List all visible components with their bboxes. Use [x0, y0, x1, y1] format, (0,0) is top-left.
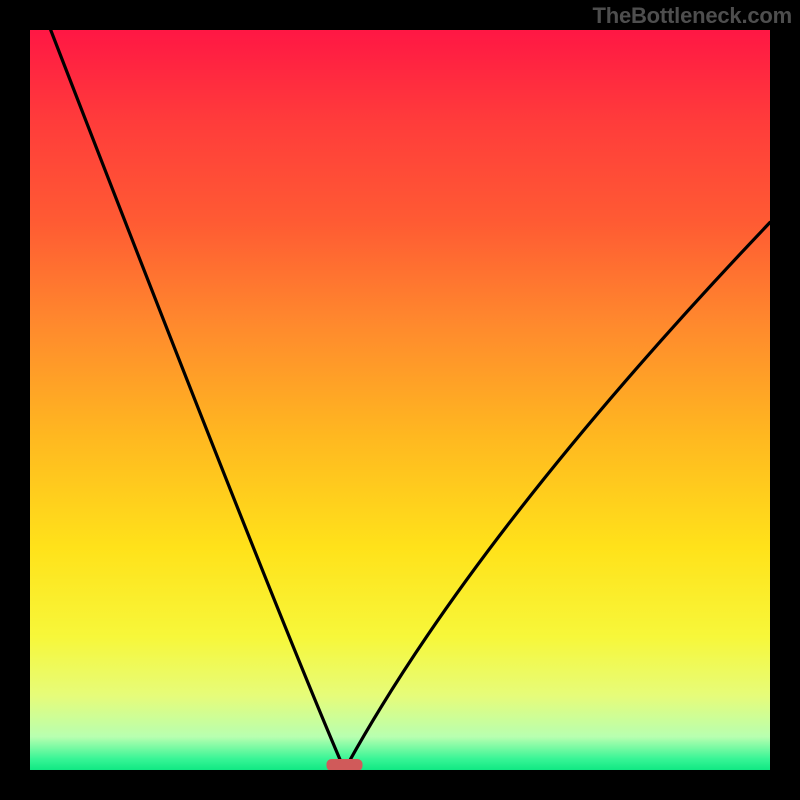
chart-svg: [30, 30, 770, 770]
plot-area: [30, 30, 770, 770]
vertex-marker: [327, 759, 363, 770]
watermark-text: TheBottleneck.com: [592, 3, 792, 29]
plot-background: [30, 30, 770, 770]
figure-root: TheBottleneck.com: [0, 0, 800, 800]
